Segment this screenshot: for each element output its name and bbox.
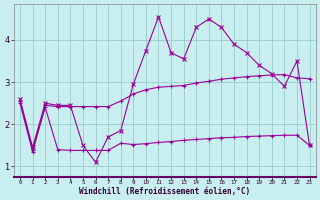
X-axis label: Windchill (Refroidissement éolien,°C): Windchill (Refroidissement éolien,°C) [79, 187, 250, 196]
